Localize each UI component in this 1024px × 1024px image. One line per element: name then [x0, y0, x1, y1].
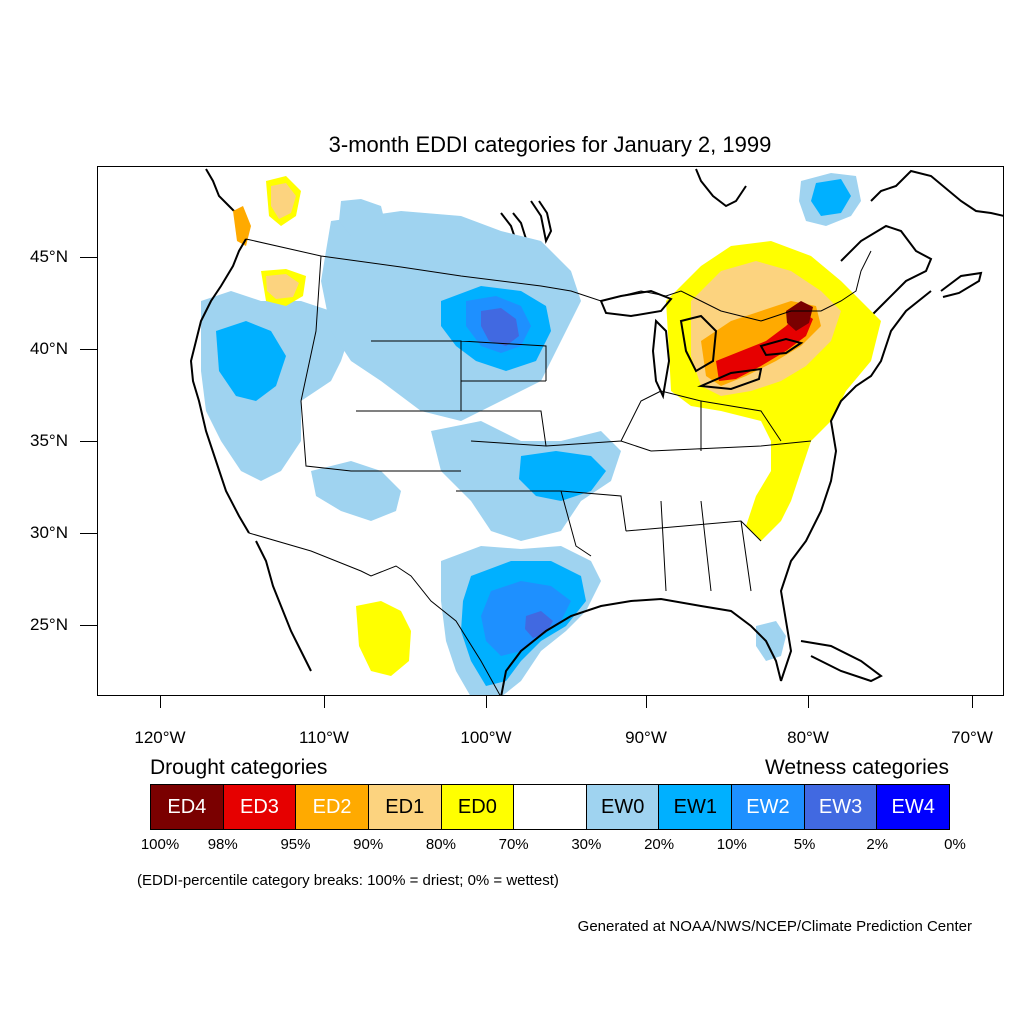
wet1-region-central — [519, 451, 606, 501]
map-title: 3-month EDDI categories for January 2, 1… — [328, 132, 772, 157]
lon-label-70: 70°W — [951, 728, 993, 747]
hudson-bay-coast — [695, 168, 747, 208]
legend-break-label: 2% — [866, 836, 889, 853]
legend-break-label: 80% — [425, 836, 456, 853]
legend-swatch-neutral — [514, 785, 587, 829]
lake-ontario — [759, 337, 804, 357]
wet1-region-quebec — [811, 179, 851, 216]
legend-break-label: 5% — [793, 836, 816, 853]
us-canada-border — [245, 238, 872, 322]
lon-tick-100 — [486, 696, 487, 708]
lake-huron — [679, 314, 718, 373]
baja-coast — [255, 540, 312, 672]
legend-swatch-ew1: EW1 — [659, 785, 733, 829]
lon-label-120: 120°W — [134, 728, 186, 747]
atlantic-coast — [779, 290, 932, 682]
lat-label-25: 25°N — [30, 615, 68, 634]
pacific-coast — [189, 238, 250, 534]
legend-swatch-ed2: ED2 — [296, 785, 369, 829]
legend-break-label: 95% — [280, 836, 311, 853]
lake-michigan — [651, 318, 671, 400]
legend-swatch-ew2: EW2 — [732, 785, 805, 829]
lat-label-30: 30°N — [30, 523, 68, 542]
wet-region-southwest — [311, 461, 401, 521]
map-frame — [97, 166, 1004, 696]
lon-tick-110 — [324, 696, 325, 708]
lake-erie — [697, 367, 763, 391]
gulf-coast — [500, 597, 782, 695]
wet-region-bc — [339, 199, 386, 241]
lon-tick-70 — [972, 696, 973, 708]
lat-tick-25 — [80, 625, 97, 626]
dry1-region-idaho — [266, 274, 299, 299]
legend-swatch-ed1: ED1 — [368, 785, 442, 829]
category-note: (EDDI-percentile category breaks: 100% =… — [137, 872, 559, 889]
legend-swatch-ew0: EW0 — [586, 785, 660, 829]
legend-break-label: 0% — [944, 836, 966, 853]
lon-tick-80 — [808, 696, 809, 708]
dry-region-mexico — [356, 601, 411, 676]
lon-label-100: 100°W — [460, 728, 512, 747]
gulf-st-lawrence — [840, 224, 933, 317]
legend-break-label: 70% — [498, 836, 529, 853]
lon-label-90: 90°W — [625, 728, 667, 747]
legend-break-label: 100% — [140, 836, 180, 853]
dry4-region-northeast — [786, 301, 813, 331]
lat-label-40: 40°N — [30, 339, 68, 358]
lon-label-110: 110°W — [299, 728, 349, 747]
lat-tick-35 — [80, 441, 97, 442]
nova-scotia — [940, 271, 983, 298]
legend-swatch-ed0: ED0 — [441, 785, 515, 829]
wet3-region-northern-plains — [481, 308, 519, 346]
legend-break-label: 98% — [207, 836, 238, 853]
legend-color-bar: ED4 ED3 ED2 ED1 ED0 EW0 EW1 EW2 EW3 EW4 — [150, 784, 950, 830]
lat-tick-30 — [80, 533, 97, 534]
lake-superior — [599, 289, 673, 318]
lake-winnipegosis — [530, 200, 553, 245]
dry2-region-washington — [233, 206, 251, 246]
us-mexico-border — [248, 532, 501, 695]
legend-swatch-ed3: ED3 — [223, 785, 297, 829]
legend-swatch-ew4: EW4 — [877, 785, 950, 829]
legend-swatch-ed4: ED4 — [151, 785, 224, 829]
legend-break-label: 10% — [716, 836, 747, 853]
credit-line: Generated at NOAA/NWS/NCEP/Climate Predi… — [577, 918, 972, 935]
wetness-heading: Wetness categories — [764, 756, 949, 779]
lon-tick-120 — [160, 696, 161, 708]
lat-tick-45 — [80, 257, 97, 258]
legend-break-label: 20% — [644, 836, 675, 853]
cuba-coast — [800, 640, 883, 683]
eddi-map — [189, 168, 1003, 695]
lat-label-45: 45°N — [30, 247, 68, 266]
lat-label-35: 35°N — [30, 431, 68, 450]
lon-tick-90 — [646, 696, 647, 708]
legend-break-label: 30% — [571, 836, 602, 853]
lon-label-80: 80°W — [787, 728, 829, 747]
drought-heading: Drought categories — [150, 756, 328, 779]
state-borders — [300, 255, 812, 592]
lat-tick-40 — [80, 349, 97, 350]
wet1-region-nw — [216, 321, 286, 401]
dry1-region-bc — [271, 183, 296, 219]
legend-swatch-ew3: EW3 — [804, 785, 878, 829]
legend-break-label: 90% — [353, 836, 384, 853]
labrador-coast — [870, 169, 1003, 217]
wet-region-florida — [756, 621, 786, 661]
